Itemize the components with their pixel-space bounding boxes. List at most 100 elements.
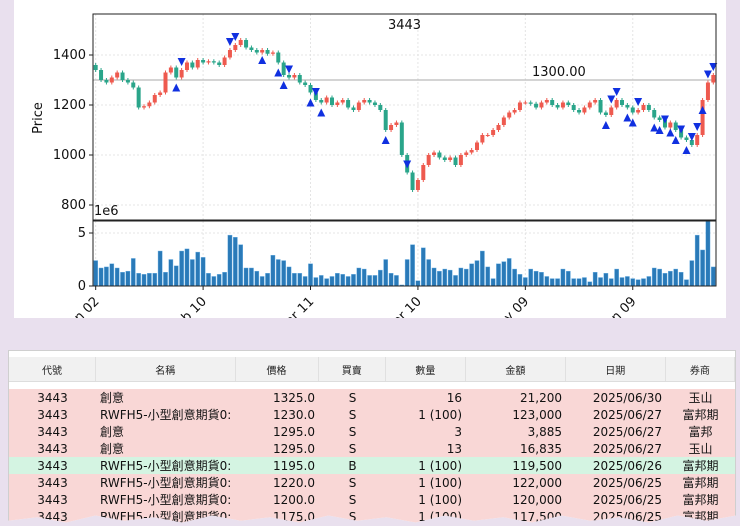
volume-bar xyxy=(619,277,625,287)
volume-bar xyxy=(555,278,560,287)
table-row[interactable]: 3443 RWFH5-小型創意期貨0: 1200.0 S 1 (100) 120,000 2… xyxy=(9,491,735,508)
volume-bar xyxy=(657,268,662,287)
table-cell: 16,835 xyxy=(520,441,562,456)
candle-body xyxy=(587,102,592,108)
column-header[interactable]: 價格 xyxy=(236,357,319,381)
volume-bar xyxy=(684,279,689,287)
sell-signal-marker xyxy=(403,160,412,169)
volume-unit-label: 1e6 xyxy=(94,204,119,219)
table-row[interactable]: 3443 創意 1325.0 S 16 21,200 2025/06/30 玉山 xyxy=(9,389,735,406)
volume-axes-frame xyxy=(92,220,717,287)
chart-title: 3443 xyxy=(388,18,421,33)
table-row[interactable]: 3443 RWFH5-小型創意期貨0: 1220.0 S 1 (100) 122,000 2… xyxy=(9,474,735,491)
candle-body xyxy=(222,57,227,65)
candle-body xyxy=(217,62,222,65)
candle-body xyxy=(104,80,109,83)
candle-body xyxy=(351,107,356,110)
volume-bar xyxy=(351,274,356,287)
candle-body xyxy=(458,155,463,165)
candle-body xyxy=(426,155,431,165)
x-tick-label: Apr 10 xyxy=(384,294,425,318)
candle-body xyxy=(329,97,334,105)
candle-body xyxy=(673,122,678,130)
volume-bar xyxy=(705,221,711,287)
column-header[interactable]: 券商 xyxy=(666,357,735,381)
table-cell: 富邦期 xyxy=(682,493,719,507)
volume-bar xyxy=(458,267,464,287)
volume-bar xyxy=(490,278,496,287)
column-header[interactable]: 買賣 xyxy=(319,357,386,381)
buy-signal-marker xyxy=(317,108,326,117)
y-tick-label: 1400 xyxy=(53,48,86,63)
volume-bar xyxy=(130,258,136,287)
sell-signal-marker xyxy=(612,88,621,96)
volume-bar xyxy=(190,259,195,287)
candle-body xyxy=(340,100,345,103)
reference-line-label: 1300.00 xyxy=(532,65,586,80)
volume-bar xyxy=(141,274,147,287)
volume-bar xyxy=(200,257,206,287)
volume-bar xyxy=(179,250,184,287)
volume-bar xyxy=(404,259,410,287)
table-row[interactable]: 3443 創意 1295.0 S 13 16,835 2025/06/27 玉山 xyxy=(9,440,735,457)
table-cell: S xyxy=(348,509,357,524)
table-row[interactable]: 3443 創意 1295.0 S 3 3,885 2025/06/27 富邦 xyxy=(9,423,735,440)
volume-bar xyxy=(571,278,576,287)
volume-bar xyxy=(646,276,652,287)
candle-body xyxy=(244,40,249,48)
candle-body xyxy=(496,125,501,130)
buy-signal-marker xyxy=(628,118,637,127)
buy-signal-marker xyxy=(306,98,315,107)
table-row[interactable]: 3443 RWFH5-小型創意期貨0: 1195.0 B 1 (100) 119,500 2… xyxy=(9,457,735,474)
volume-bar xyxy=(238,244,243,287)
candle-body xyxy=(195,60,200,68)
candle-body xyxy=(711,75,716,83)
column-header[interactable]: 名稱 xyxy=(96,357,236,381)
y-tick-label: 1200 xyxy=(53,98,86,113)
candle-body xyxy=(174,67,179,78)
candle-body xyxy=(705,82,710,100)
volume-bar xyxy=(662,273,668,287)
volume-bar xyxy=(641,278,646,287)
candle-body xyxy=(115,72,120,78)
candle-body xyxy=(437,152,442,158)
column-header[interactable]: 日期 xyxy=(566,357,666,381)
volume-bar xyxy=(120,272,125,287)
volume-bar xyxy=(711,266,716,287)
table-cell: RWFH5-小型創意期貨0: xyxy=(100,476,232,490)
volume-bar xyxy=(608,278,614,287)
table-cell: 120,000 xyxy=(512,492,562,507)
candle-body xyxy=(593,100,598,103)
trades-table[interactable]: 代號 名稱 價格 買賣 數量 金額 日期 券商 3443 創意 1325.0 S 16 21,200 20… xyxy=(8,350,736,524)
candle-body xyxy=(679,130,684,138)
volume-bar xyxy=(689,260,695,287)
buy-signal-marker xyxy=(274,68,283,77)
candle-body xyxy=(211,61,216,63)
candle-body xyxy=(335,102,340,105)
volume-bar xyxy=(700,249,705,287)
table-cell: 3,885 xyxy=(527,424,562,439)
candle-body xyxy=(614,100,619,108)
table-body[interactable]: 3443 創意 1325.0 S 16 21,200 2025/06/30 玉山 3443 RWF… xyxy=(9,389,735,524)
column-header[interactable]: 數量 xyxy=(386,357,466,381)
table-row[interactable]: 3443 RWFH5-小型創意期貨0: 1230.0 S 1 (100) 123,000 2… xyxy=(9,406,735,423)
volume-bar xyxy=(415,280,421,287)
sell-signal-marker xyxy=(687,133,696,141)
table-cell: 玉山 xyxy=(688,391,713,405)
table-row[interactable]: 3443 RWFH5-小型創意期貨0: 1175.0 S 1 (100) 117,500 2… xyxy=(9,508,735,524)
volume-tick-label: 0 xyxy=(78,279,86,294)
volume-bar xyxy=(114,267,120,287)
column-header[interactable]: 代號 xyxy=(9,357,97,381)
volume-bar xyxy=(533,270,539,287)
table-cell: 富邦期 xyxy=(682,408,719,422)
volume-bar xyxy=(625,276,630,287)
volume-bar xyxy=(463,268,469,287)
sell-signal-marker xyxy=(607,95,616,104)
column-header[interactable]: 金額 xyxy=(466,357,566,381)
volume-bar xyxy=(485,266,491,287)
candle-body xyxy=(555,105,560,108)
price-axes-frame xyxy=(92,13,717,221)
candle-body xyxy=(641,105,646,110)
buy-signal-marker xyxy=(381,136,390,144)
candle-body xyxy=(249,47,254,50)
